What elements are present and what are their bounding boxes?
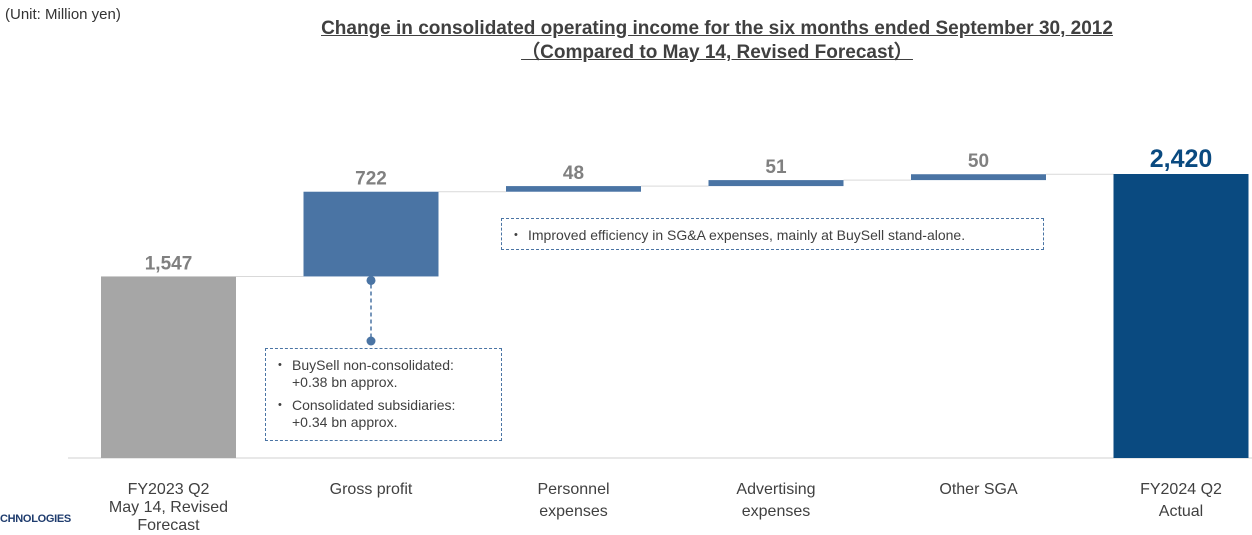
category-label: Gross profit <box>330 481 413 498</box>
data-label: 1,547 <box>145 253 193 274</box>
category-label: Personnel expenses <box>537 481 609 520</box>
category-label-line: Gross profit <box>330 481 413 498</box>
annotation-line: +0.38 bn approx. <box>292 374 398 390</box>
sga-annotation-box: Improved efficiency in SG&A expenses, ma… <box>501 218 1044 250</box>
bar-3 <box>708 180 844 187</box>
category-label-line: Personnel <box>537 481 609 498</box>
bar-1 <box>303 191 439 277</box>
category-label: FY2024 Q2 Actual <box>1140 481 1222 520</box>
category-label: Other SGA <box>939 481 1018 498</box>
chart-title: Change in consolidated operating income … <box>262 17 1172 65</box>
company-logo-text: CHNOLOGIES <box>0 513 71 525</box>
category-label: FY2023 Q2 May 14, Revised Forecast <box>109 481 228 534</box>
category-label-line: Advertising <box>736 481 815 498</box>
category-label-line: expenses <box>742 503 811 520</box>
annotation-line: BuySell non-consolidated: <box>292 357 454 373</box>
gross-profit-annotation-item: BuySell non-consolidated: +0.38 bn appro… <box>266 357 501 391</box>
bar-2 <box>506 186 641 192</box>
category-label-line: Other SGA <box>939 481 1018 498</box>
pointer-dot <box>366 336 376 346</box>
chart-title-line2: （Compared to May 14, Revised Forecast） <box>521 42 913 63</box>
category-label-line: May 14, Revised <box>109 499 228 516</box>
data-label: 51 <box>765 157 787 178</box>
unit-label: (Unit: Million yen) <box>5 6 121 23</box>
annotation-line: Consolidated subsidiaries: <box>292 397 456 413</box>
category-label-line: FY2023 Q2 <box>128 481 210 498</box>
sga-annotation-item: Improved efficiency in SG&A expenses, ma… <box>502 227 1043 244</box>
data-label: 2,420 <box>1150 145 1213 173</box>
data-label: 50 <box>968 151 989 172</box>
category-label-line: FY2024 Q2 <box>1140 481 1222 498</box>
bar-0 <box>101 276 236 458</box>
pointer-dot <box>366 275 376 285</box>
category-label: Advertising expenses <box>736 481 815 520</box>
bar-4 <box>911 174 1046 181</box>
annotation-line: +0.34 bn approx. <box>292 414 398 430</box>
category-label-line: Actual <box>1159 503 1203 520</box>
data-label: 722 <box>355 169 387 190</box>
bar-5 <box>1113 174 1249 458</box>
chart-title-line1: Change in consolidated operating income … <box>321 18 1113 39</box>
gross-profit-annotation-item: Consolidated subsidiaries: +0.34 bn appr… <box>266 397 501 431</box>
category-label-line: expenses <box>539 503 608 520</box>
category-label-line: Forecast <box>137 517 200 534</box>
data-label: 48 <box>563 163 584 184</box>
gross-profit-annotation-box: BuySell non-consolidated: +0.38 bn appro… <box>265 348 502 441</box>
